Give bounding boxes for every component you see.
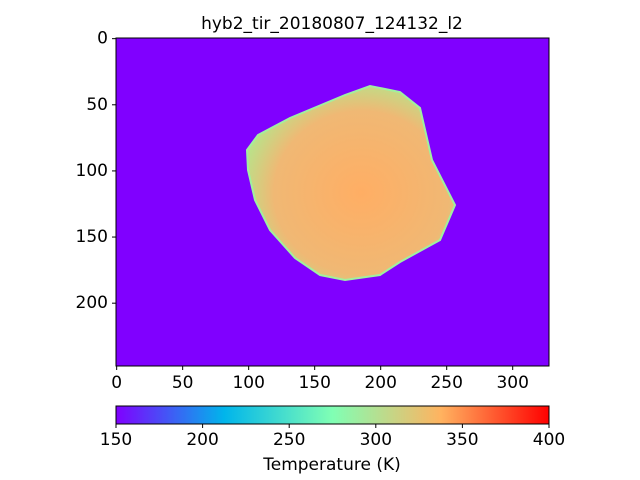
x-tick-label: 100 bbox=[232, 373, 264, 393]
x-tick-label: 200 bbox=[364, 373, 396, 393]
colorbar-tick-label: 300 bbox=[360, 430, 392, 450]
colorbar-tick-label: 200 bbox=[186, 430, 218, 450]
y-tick-label: 100 bbox=[76, 161, 108, 181]
colorbar-tick-label: 350 bbox=[446, 430, 478, 450]
y-tick-label: 0 bbox=[97, 29, 108, 49]
colorbar-tick-label: 400 bbox=[533, 430, 565, 450]
x-tick-label: 50 bbox=[172, 373, 194, 393]
x-tick-label: 150 bbox=[298, 373, 330, 393]
y-tick-label: 50 bbox=[86, 95, 108, 115]
x-tick-label: 250 bbox=[430, 373, 462, 393]
colorbar-tick-label: 150 bbox=[100, 430, 132, 450]
asteroid bbox=[245, 84, 457, 282]
y-tick-label: 150 bbox=[76, 227, 108, 247]
colorbar-label: Temperature (K) bbox=[262, 455, 401, 475]
y-tick-label: 200 bbox=[76, 293, 108, 313]
x-tick-label: 300 bbox=[496, 373, 528, 393]
colorbar-tick-label: 250 bbox=[273, 430, 305, 450]
x-tick-label: 0 bbox=[111, 373, 122, 393]
colorbar bbox=[115, 405, 550, 425]
chart-title: hyb2_tir_20180807_124132_l2 bbox=[201, 14, 463, 34]
